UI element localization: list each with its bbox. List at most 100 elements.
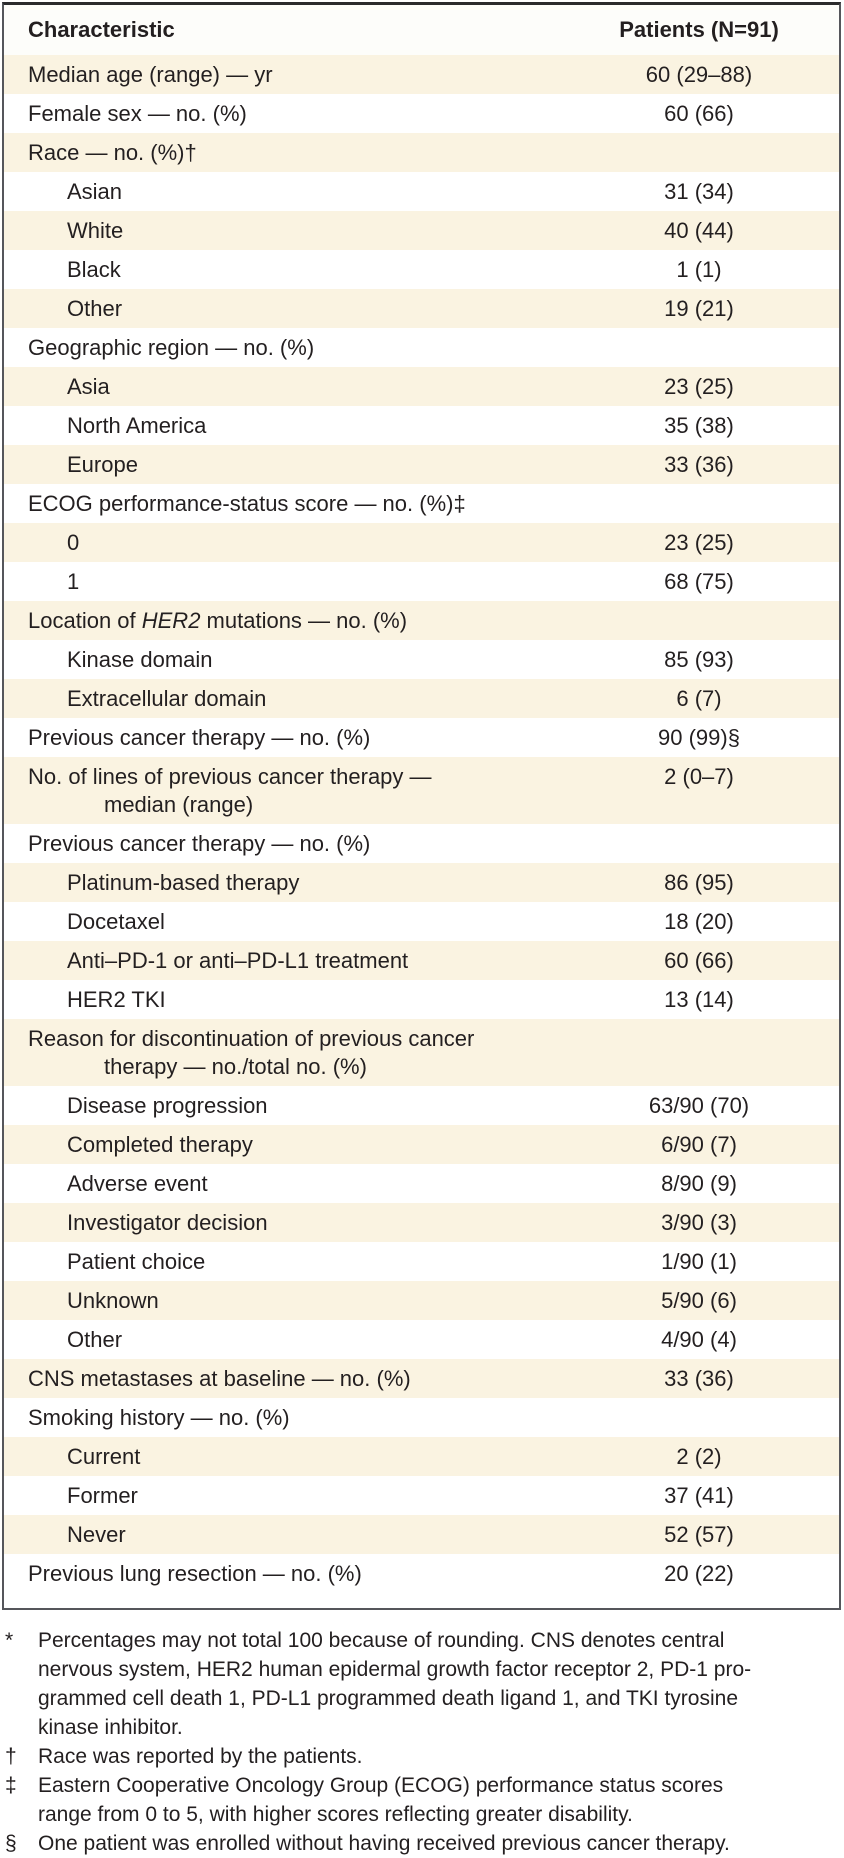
footnote-symbol: * <box>5 1629 14 1652</box>
row-label: Reason for discontinuation of previous c… <box>28 1026 475 1079</box>
row-label: Asia <box>67 374 110 399</box>
footnote-text: Eastern Cooperative Oncology Group (ECOG… <box>38 1774 724 1826</box>
row-value: 6/90 (7) <box>661 1132 737 1157</box>
row-label: Race — no. (%)† <box>28 140 197 165</box>
table-row: Extracellular domain 6 (7) <box>4 679 839 718</box>
table-row: White 40 (44) <box>4 211 839 250</box>
row-value: 35 (38) <box>664 413 734 438</box>
table-row: North America 35 (38) <box>4 406 839 445</box>
table-row: Other 4/90 (4) <box>4 1320 839 1359</box>
row-label: HER2 TKI <box>67 987 166 1012</box>
table-row: CNS metastases at baseline — no. (%) 33 (… <box>4 1359 839 1398</box>
table-row: Adverse event 8/90 (9) <box>4 1164 839 1203</box>
column-header-patients: Patients (N=91) <box>619 17 779 42</box>
footnote: * Percentages may not total 100 because o… <box>5 1626 836 1742</box>
row-label: Investigator decision <box>67 1210 268 1235</box>
row-label: Previous cancer therapy — no. (%) <box>28 831 371 856</box>
row-value: 18 (20) <box>664 909 734 934</box>
row-value <box>559 824 839 835</box>
row-value: 1 (1) <box>676 257 722 282</box>
row-value: 23 (25) <box>664 374 734 399</box>
row-label: Previous cancer therapy — no. (%) <box>28 725 371 750</box>
footnote-symbol: ‡ <box>5 1774 17 1797</box>
table-row: Docetaxel 18 (20) <box>4 902 839 941</box>
row-value <box>559 328 839 339</box>
row-label: Asian <box>67 179 123 204</box>
table-row: Other 19 (21) <box>4 289 839 328</box>
footnote-text: Race was reported by the patients. <box>38 1745 363 1768</box>
table-body: Median age (range) — yr 60 (29–88) Female … <box>4 55 839 1608</box>
row-value: 20 (22) <box>664 1561 734 1586</box>
row-value: 6 (7) <box>676 686 722 711</box>
row-label: Other <box>67 296 123 321</box>
table-row: 0 23 (25) <box>4 523 839 562</box>
row-value: 60 (66) <box>664 948 734 973</box>
row-value: 8/90 (9) <box>661 1171 737 1196</box>
row-value: 90 (99)§ <box>658 725 740 750</box>
table-row: Previous lung resection — no. (%) 20 (22) <box>4 1554 839 1593</box>
row-label: Former <box>67 1483 138 1508</box>
row-label: ECOG performance-status score — no. (%)‡ <box>28 491 466 516</box>
row-value: 31 (34) <box>664 179 734 204</box>
row-value <box>559 1019 839 1030</box>
row-label: Kinase domain <box>67 647 213 672</box>
table-row: Anti–PD-1 or anti–PD-L1 treatment 60 (66) <box>4 941 839 980</box>
row-label: Unknown <box>67 1288 159 1313</box>
row-label: Anti–PD-1 or anti–PD-L1 treatment <box>67 948 409 973</box>
row-value: 63/90 (70) <box>648 1093 750 1118</box>
table-row: Former 37 (41) <box>4 1476 839 1515</box>
row-value: 52 (57) <box>664 1522 734 1547</box>
table-row: Unknown 5/90 (6) <box>4 1281 839 1320</box>
table-row: Current 2 (2) <box>4 1437 839 1476</box>
row-label: Extracellular domain <box>67 686 267 711</box>
baseline-characteristics-table: Characteristic Patients (N=91) Median ag… <box>2 2 841 1610</box>
row-label: White <box>67 218 124 243</box>
row-label: Platinum-based therapy <box>67 870 300 895</box>
row-label: Adverse event <box>67 1171 208 1196</box>
footnote: § One patient was enrolled without having… <box>5 1829 836 1858</box>
row-value: 2 (2) <box>676 1444 722 1469</box>
table-row: Race — no. (%)† <box>4 133 839 172</box>
row-value: 19 (21) <box>664 296 734 321</box>
table-row: Black 1 (1) <box>4 250 839 289</box>
row-value <box>559 484 839 495</box>
table-row: Previous cancer therapy — no. (%) 90 (99)… <box>4 718 839 757</box>
row-label: Never <box>67 1522 126 1547</box>
row-value: 33 (36) <box>664 452 734 477</box>
row-value: 40 (44) <box>664 218 734 243</box>
table-row: Asian 31 (34) <box>4 172 839 211</box>
row-value: 68 (75) <box>664 569 734 594</box>
table-row: No. of lines of previous cancer therapy … <box>4 757 839 824</box>
table-row: Patient choice 1/90 (1) <box>4 1242 839 1281</box>
row-label: No. of lines of previous cancer therapy … <box>28 764 432 817</box>
row-label: Docetaxel <box>67 909 165 934</box>
row-value <box>559 601 839 612</box>
row-value: 37 (41) <box>664 1483 734 1508</box>
table-row: Never 52 (57) <box>4 1515 839 1554</box>
row-label: CNS metastases at baseline — no. (%) <box>28 1366 411 1391</box>
row-value: 4/90 (4) <box>661 1327 737 1352</box>
row-label: Geographic region — no. (%) <box>28 335 315 360</box>
footnote-text: Percentages may not total 100 because of… <box>38 1629 752 1739</box>
row-label: Median age (range) — yr <box>28 62 273 87</box>
footnote: ‡ Eastern Cooperative Oncology Group (ECO… <box>5 1771 836 1829</box>
table-row: Asia 23 (25) <box>4 367 839 406</box>
row-label: Previous lung resection — no. (%) <box>28 1561 362 1586</box>
row-value: 23 (25) <box>664 530 734 555</box>
row-value: 60 (66) <box>664 101 734 126</box>
table-row: Geographic region — no. (%) <box>4 328 839 367</box>
row-label: Europe <box>67 452 138 477</box>
row-label: 1 <box>67 569 80 594</box>
row-label: Other <box>67 1327 123 1352</box>
column-header-characteristic: Characteristic <box>28 17 175 42</box>
table-row: Reason for discontinuation of previous c… <box>4 1019 839 1086</box>
table-row: 1 68 (75) <box>4 562 839 601</box>
row-label: Disease progression <box>67 1093 268 1118</box>
row-value: 5/90 (6) <box>661 1288 737 1313</box>
row-value: 1/90 (1) <box>661 1249 737 1274</box>
table-row: HER2 TKI 13 (14) <box>4 980 839 1019</box>
row-value: 2 (0–7) <box>664 764 734 789</box>
row-label: Black <box>67 257 121 282</box>
row-value: 86 (95) <box>664 870 734 895</box>
row-value: 85 (93) <box>664 647 734 672</box>
